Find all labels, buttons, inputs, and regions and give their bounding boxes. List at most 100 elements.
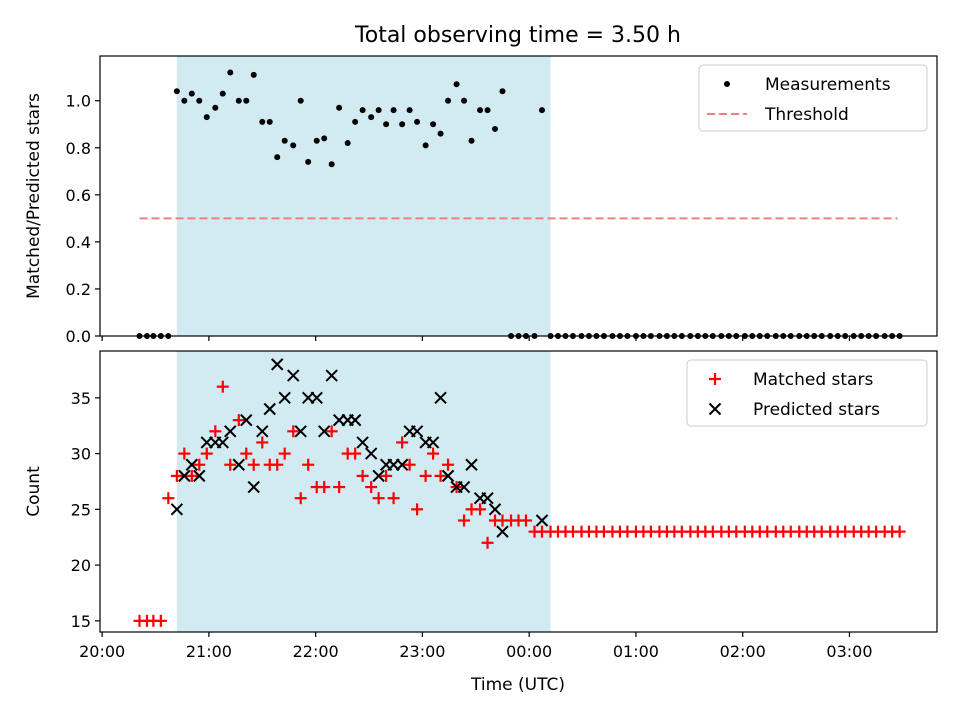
predicted-star-point [224, 425, 237, 438]
measurement-point [196, 97, 203, 104]
measurement-point [313, 137, 320, 144]
matched-star-point [325, 425, 338, 438]
measurement-point [414, 118, 421, 125]
measurement-point [430, 121, 437, 128]
series-matched-stars [133, 380, 906, 627]
predicted-star-point [348, 413, 362, 427]
matched-star-point [434, 469, 447, 482]
matched-star-point [178, 447, 191, 460]
x-tick-label: 23:00 [399, 642, 445, 661]
predicted-star-point [247, 480, 260, 494]
measurement-point [243, 97, 250, 104]
predicted-star-point [481, 491, 494, 505]
matched-star-point [170, 469, 183, 482]
predicted-star-point [310, 391, 323, 405]
matched-star-point [427, 447, 440, 460]
legend-label: Matched stars [753, 370, 873, 390]
matched-star-point [216, 380, 229, 393]
predicted-star-point [240, 413, 253, 427]
measurement-point [212, 104, 219, 111]
legend: Measurements Threshold [698, 64, 928, 132]
y-tick-label: 0.2 [66, 280, 91, 299]
figure-title: Total observing time = 3.50 h [354, 23, 681, 48]
measurement-point [477, 107, 484, 114]
predicted-star-point [232, 458, 245, 471]
predicted-star-point [372, 469, 385, 483]
x-tick-label: 03:00 [826, 642, 872, 661]
x-tick-label: 21:00 [186, 642, 232, 661]
measurement-point [383, 121, 390, 128]
measurement-point [368, 114, 375, 121]
matched-star-point [519, 514, 532, 527]
predicted-star-point [263, 402, 276, 416]
predicted-star-point [278, 391, 291, 405]
predicted-star-point [364, 447, 378, 460]
x-tick-label: 20:00 [79, 642, 125, 661]
x-axis-label: Time (UTC) [470, 675, 565, 695]
y-tick-label: 0.4 [66, 233, 91, 252]
matched-star-point [349, 447, 362, 460]
matched-star-point [365, 481, 378, 494]
predicted-star-point [193, 469, 206, 483]
predicted-star-point [441, 469, 455, 483]
measurement-point [453, 81, 460, 88]
matched-star-point [240, 447, 253, 460]
measurement-point [375, 107, 382, 114]
matched-star-point [333, 481, 346, 494]
measurement-point [281, 137, 288, 144]
matched-star-point [162, 492, 175, 505]
predicted-star-point [216, 436, 229, 449]
matched-star-point [419, 469, 432, 482]
matched-star-point [411, 503, 424, 516]
matched-star-point [458, 514, 471, 527]
y-tick-label: 15 [71, 612, 91, 631]
matched-star-point [893, 525, 906, 538]
measurement-point [188, 90, 195, 97]
measurement-point [468, 137, 475, 144]
measurement-point [274, 154, 281, 161]
predicted-star-point [271, 358, 284, 371]
axes-frame [99, 55, 938, 337]
matched-star-point [185, 469, 198, 482]
y-tick-label: 0.8 [66, 139, 91, 158]
measurement-point [250, 71, 257, 78]
matched-star-point [294, 492, 307, 505]
matched-star-point [474, 503, 487, 516]
matched-star-point [200, 447, 213, 460]
predicted-star-point [488, 503, 502, 516]
matched-star-point [287, 425, 300, 438]
matched-star-point [209, 425, 222, 438]
matched-star-point [442, 458, 455, 471]
measurement-point [266, 118, 273, 125]
measurement-point [219, 90, 226, 97]
measurement-point [235, 97, 242, 104]
matched-star-point [387, 492, 400, 505]
predicted-star-point [410, 425, 424, 438]
predicted-star-point [426, 436, 440, 449]
predicted-star-point [256, 425, 269, 438]
measurement-point [305, 158, 312, 165]
measurement-point [359, 107, 366, 114]
x-tick-label: 00:00 [506, 642, 552, 661]
measurement-point [492, 125, 499, 132]
measurement-point [227, 69, 234, 76]
y-axis-label: Matched/Predicted stars [24, 93, 44, 299]
matched-star-point [193, 458, 206, 471]
y-tick-label: 30 [71, 445, 91, 464]
matched-star-point [247, 458, 260, 471]
predicted-star-point [185, 458, 199, 471]
matched-star-point [278, 447, 291, 460]
predicted-star-point [535, 514, 549, 527]
measurement-point [445, 97, 452, 104]
legend-marker-matched [709, 373, 721, 385]
predicted-star-point [434, 391, 447, 405]
y-tick-label: 0.0 [66, 327, 91, 346]
predicted-star-point [465, 458, 478, 471]
measurement-point [321, 135, 328, 142]
y-tick-label: 25 [71, 500, 91, 519]
measurement-point [422, 142, 429, 149]
measurement-point [461, 97, 468, 104]
y-tick-label: 1.0 [66, 92, 91, 111]
predicted-star-point [178, 469, 191, 483]
